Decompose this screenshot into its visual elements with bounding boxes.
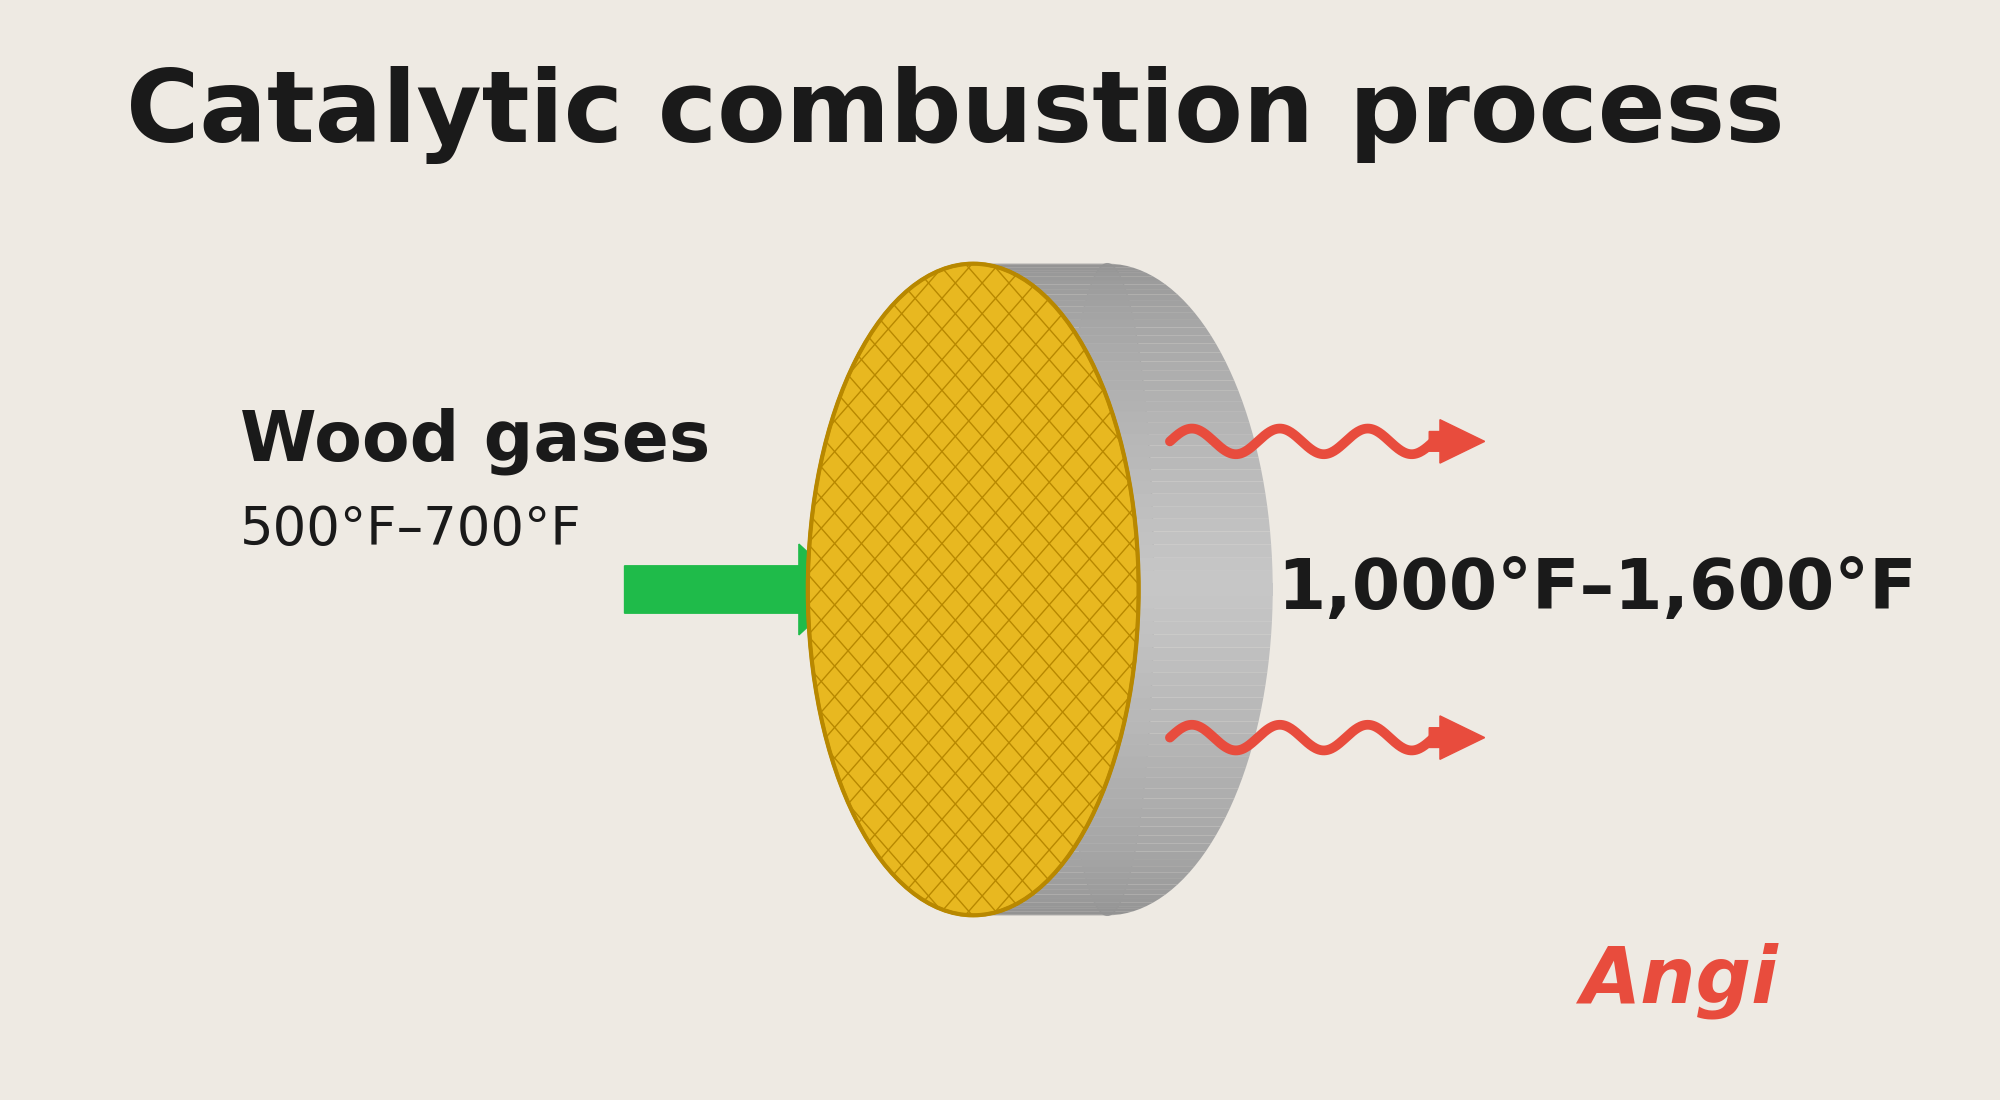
Polygon shape bbox=[1130, 685, 1266, 697]
Polygon shape bbox=[1096, 371, 1234, 381]
Polygon shape bbox=[1038, 289, 1178, 295]
Polygon shape bbox=[1134, 648, 1270, 660]
FancyArrow shape bbox=[1430, 716, 1484, 759]
Polygon shape bbox=[1044, 295, 1184, 300]
Polygon shape bbox=[1138, 583, 1272, 596]
Polygon shape bbox=[1076, 336, 1216, 343]
Polygon shape bbox=[1116, 745, 1252, 756]
Polygon shape bbox=[1000, 267, 1140, 271]
Polygon shape bbox=[1060, 859, 1200, 866]
Polygon shape bbox=[1006, 271, 1146, 273]
Polygon shape bbox=[1006, 906, 1146, 909]
Polygon shape bbox=[1134, 519, 1270, 531]
Polygon shape bbox=[1086, 352, 1226, 362]
FancyArrow shape bbox=[1430, 420, 1484, 463]
Polygon shape bbox=[1100, 789, 1238, 799]
Polygon shape bbox=[1104, 390, 1242, 402]
Polygon shape bbox=[1018, 276, 1160, 280]
Polygon shape bbox=[1024, 894, 1166, 899]
Polygon shape bbox=[1092, 362, 1230, 371]
Polygon shape bbox=[1124, 458, 1262, 470]
Polygon shape bbox=[1066, 320, 1206, 328]
Polygon shape bbox=[1138, 621, 1272, 635]
Polygon shape bbox=[986, 265, 1128, 266]
Polygon shape bbox=[1012, 273, 1152, 276]
Polygon shape bbox=[1134, 506, 1268, 519]
Text: 1,000°F–1,600°F: 1,000°F–1,600°F bbox=[1278, 556, 1916, 623]
Polygon shape bbox=[1054, 866, 1194, 872]
Polygon shape bbox=[1118, 434, 1256, 446]
Polygon shape bbox=[1060, 312, 1200, 320]
Polygon shape bbox=[1124, 710, 1262, 722]
Polygon shape bbox=[1096, 799, 1234, 808]
Polygon shape bbox=[1122, 446, 1258, 458]
Polygon shape bbox=[1104, 778, 1242, 789]
Polygon shape bbox=[1082, 343, 1220, 352]
Polygon shape bbox=[1134, 660, 1268, 673]
Polygon shape bbox=[1076, 835, 1216, 844]
Polygon shape bbox=[1108, 767, 1246, 778]
Polygon shape bbox=[1122, 722, 1258, 734]
Polygon shape bbox=[1138, 570, 1272, 583]
FancyArrow shape bbox=[624, 544, 848, 635]
Polygon shape bbox=[1112, 411, 1250, 422]
Polygon shape bbox=[1132, 673, 1268, 685]
Polygon shape bbox=[1126, 470, 1264, 482]
Polygon shape bbox=[1018, 899, 1160, 903]
Text: Wood gases: Wood gases bbox=[240, 408, 710, 475]
Polygon shape bbox=[1138, 558, 1272, 570]
Polygon shape bbox=[1012, 903, 1152, 906]
Polygon shape bbox=[1072, 328, 1210, 336]
Text: Angi: Angi bbox=[1580, 943, 1778, 1019]
Polygon shape bbox=[1126, 697, 1264, 710]
Polygon shape bbox=[1000, 909, 1140, 911]
Polygon shape bbox=[1086, 817, 1226, 827]
Polygon shape bbox=[992, 911, 1134, 913]
Text: 500°F–700°F: 500°F–700°F bbox=[240, 504, 582, 557]
Polygon shape bbox=[1130, 482, 1266, 494]
Polygon shape bbox=[1118, 734, 1256, 745]
Polygon shape bbox=[1024, 280, 1166, 284]
Polygon shape bbox=[1132, 494, 1268, 506]
Polygon shape bbox=[1092, 808, 1230, 817]
Polygon shape bbox=[1138, 596, 1272, 609]
Polygon shape bbox=[1044, 879, 1184, 884]
Polygon shape bbox=[1136, 531, 1272, 544]
Polygon shape bbox=[1082, 827, 1220, 835]
Polygon shape bbox=[1100, 381, 1238, 390]
Polygon shape bbox=[1066, 851, 1206, 859]
Ellipse shape bbox=[1062, 264, 1154, 915]
Text: Catalytic combustion process: Catalytic combustion process bbox=[126, 66, 1784, 164]
Polygon shape bbox=[1138, 544, 1272, 558]
Polygon shape bbox=[1032, 890, 1172, 894]
Polygon shape bbox=[986, 913, 1128, 914]
Polygon shape bbox=[1138, 609, 1272, 622]
Polygon shape bbox=[1108, 402, 1246, 411]
Polygon shape bbox=[1050, 300, 1190, 306]
Polygon shape bbox=[1136, 635, 1272, 648]
Polygon shape bbox=[1050, 872, 1190, 879]
Ellipse shape bbox=[808, 264, 1138, 915]
Polygon shape bbox=[1054, 306, 1194, 312]
Polygon shape bbox=[992, 266, 1134, 267]
Polygon shape bbox=[1032, 284, 1172, 289]
Polygon shape bbox=[1072, 844, 1210, 851]
Polygon shape bbox=[1116, 422, 1252, 435]
Polygon shape bbox=[1038, 884, 1178, 890]
Polygon shape bbox=[1112, 756, 1250, 767]
